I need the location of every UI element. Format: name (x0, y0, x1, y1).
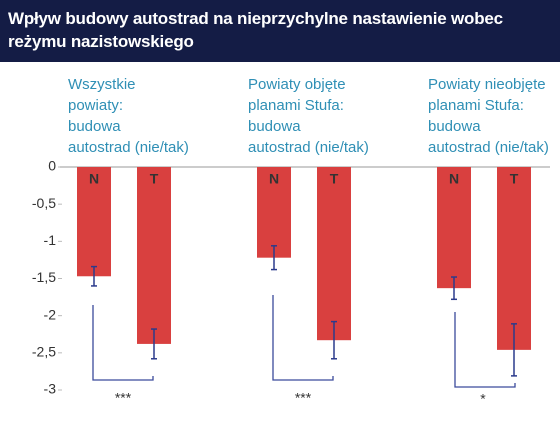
significance: * (480, 391, 486, 407)
significance-brackets (92, 295, 516, 388)
y-tick-label: -2,5 (32, 344, 56, 360)
error-bar (151, 328, 157, 360)
chart-title: Wpływ budowy autostrad na nieprzychylne … (8, 9, 503, 51)
significance: *** (115, 390, 132, 406)
bar-label: N (449, 171, 459, 187)
error-bar (91, 265, 97, 287)
y-tick-label: -3 (44, 381, 57, 397)
bar-label: N (269, 171, 279, 187)
bar (437, 167, 471, 289)
y-tick-label: -2 (44, 306, 57, 322)
group-label: Powiaty objęte planami Stufa: budowa aut… (248, 76, 369, 156)
bracket (92, 305, 154, 381)
y-tick-label: -1 (44, 232, 57, 248)
bar-label: T (330, 171, 339, 187)
bar (77, 167, 111, 277)
y-tick-label: -0,5 (32, 195, 56, 211)
bar (497, 167, 531, 350)
error-bar (331, 320, 337, 360)
group-label: Wszystkie powiaty: budowa autostrad (nie… (68, 76, 189, 156)
y-tick-label: -1,5 (32, 269, 56, 285)
bracket (272, 295, 334, 381)
y-tick-label: 0 (48, 158, 56, 174)
bar-label: N (89, 171, 99, 187)
bracket (454, 312, 516, 388)
bar-label: T (510, 171, 519, 187)
error-bar (511, 323, 517, 377)
significance: *** (295, 390, 312, 406)
bar-label: T (150, 171, 159, 187)
bar (137, 167, 171, 344)
error-bar (271, 245, 277, 271)
bar (317, 167, 351, 341)
title-bar (0, 0, 560, 62)
group-label: Powiaty nieobjęte planami Stufa: budowa … (428, 76, 549, 156)
bar (257, 167, 291, 258)
error-bar (451, 276, 457, 301)
